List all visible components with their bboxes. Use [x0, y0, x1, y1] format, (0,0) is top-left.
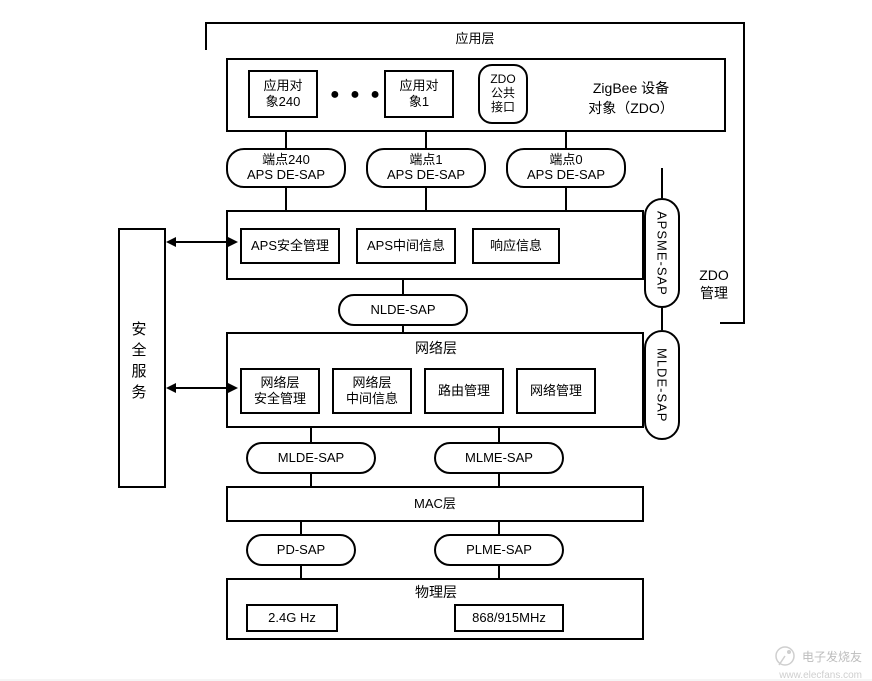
- aps-response-info: 响应信息: [472, 228, 560, 264]
- application-layer-frame: 应用层: [205, 22, 745, 50]
- network-layer-title: 网络层: [386, 338, 486, 358]
- nwk-route-mgmt: 路由管理: [424, 368, 504, 414]
- mlde-sap-vertical-label: MLDE-SAP: [655, 348, 670, 422]
- endpoint-0-pill: 端点0 APS DE-SAP: [506, 148, 626, 188]
- endpoint-240-pill: 端点240 APS DE-SAP: [226, 148, 346, 188]
- endpoint-1-pill: 端点1 APS DE-SAP: [366, 148, 486, 188]
- phy-868-915mhz-box: 868/915MHz: [454, 604, 564, 632]
- mac-layer-box: MAC层: [226, 486, 644, 522]
- app-objects-ellipsis: ● ● ●: [330, 86, 383, 104]
- mlme-sap-pill: MLME-SAP: [434, 442, 564, 474]
- diagram-canvas: 安 全 服 务 应用层 应用对 象240 ● ● ● 应用对 象1 ZDO 公共…: [0, 0, 872, 679]
- phy-2-4ghz-box: 2.4G Hz: [246, 604, 338, 632]
- aps-security-mgmt: APS安全管理: [240, 228, 340, 264]
- zigbee-device-object-label: ZigBee 设备 对象（ZDO）: [556, 78, 706, 118]
- application-layer-title: 应用层: [455, 31, 494, 47]
- watermark-url: www.elecfans.com: [779, 670, 862, 681]
- app-object-1: 应用对 象1: [384, 70, 454, 118]
- plme-sap-pill: PLME-SAP: [434, 534, 564, 566]
- phy-layer-title: 物理层: [386, 582, 486, 602]
- arrow-security-to-nwk: [166, 378, 238, 398]
- arrow-security-to-aps: [166, 232, 238, 252]
- mlde-sap-pill: MLDE-SAP: [246, 442, 376, 474]
- zdo-public-interface: ZDO 公共 接口: [478, 64, 528, 124]
- aps-middle-info: APS中间信息: [356, 228, 456, 264]
- app-object-240: 应用对 象240: [248, 70, 318, 118]
- nwk-security-mgmt: 网络层 安全管理: [240, 368, 320, 414]
- watermark-text: 电子发烧友: [802, 648, 862, 665]
- watermark-icon: [772, 643, 798, 669]
- apsme-sap-pill: APSME-SAP: [644, 198, 680, 308]
- mlde-sap-vertical-pill: MLDE-SAP: [644, 330, 680, 440]
- watermark: 电子发烧友: [772, 643, 862, 669]
- nwk-mgmt: 网络管理: [516, 368, 596, 414]
- nwk-middle-info: 网络层 中间信息: [332, 368, 412, 414]
- zdo-mgmt-label: ZDO 管理: [694, 266, 734, 302]
- nlde-sap-pill: NLDE-SAP: [338, 294, 468, 326]
- apsme-sap-label: APSME-SAP: [655, 211, 670, 296]
- pd-sap-pill: PD-SAP: [246, 534, 356, 566]
- security-service-label: 安 全 服 务: [130, 270, 154, 450]
